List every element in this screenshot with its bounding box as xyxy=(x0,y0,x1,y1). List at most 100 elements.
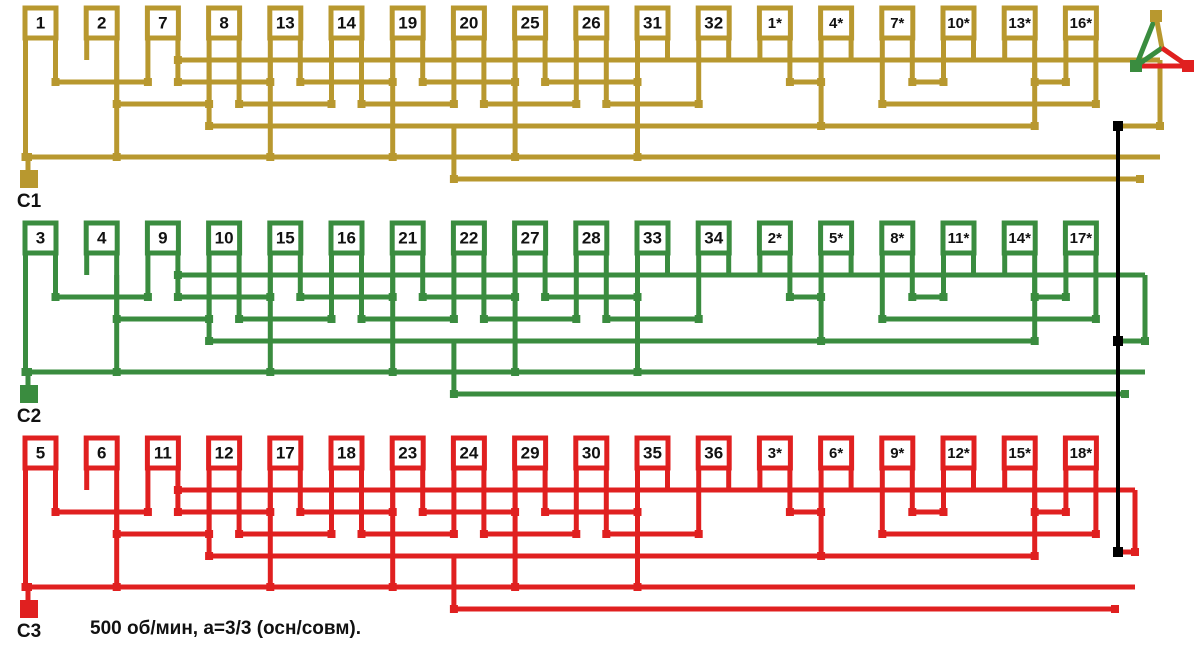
coil-17[interactable] xyxy=(267,435,304,490)
coil-21[interactable] xyxy=(389,220,426,275)
coil-10-star[interactable] xyxy=(940,5,977,60)
coil-box xyxy=(879,435,916,471)
coil-label: 12 xyxy=(215,443,234,462)
coil-label: 33 xyxy=(643,228,662,247)
coil-23[interactable] xyxy=(389,435,426,490)
coil-box xyxy=(634,5,671,41)
coil-3[interactable] xyxy=(22,220,59,275)
coil-box xyxy=(144,435,181,471)
bus-node xyxy=(112,368,121,376)
coil-7-star[interactable] xyxy=(879,5,916,60)
coil-6[interactable] xyxy=(83,435,120,490)
coil-30[interactable] xyxy=(573,435,610,490)
interconnect-node xyxy=(602,100,611,108)
coil-17-star[interactable] xyxy=(1062,220,1099,275)
interconnect-node xyxy=(878,530,887,538)
coil-7[interactable] xyxy=(144,5,181,60)
coil-16-star[interactable] xyxy=(1062,5,1099,60)
coil-8[interactable] xyxy=(206,5,243,60)
interconnect-node xyxy=(418,78,427,86)
coil-18[interactable] xyxy=(328,435,365,490)
coil-12[interactable] xyxy=(206,435,243,490)
coil-9[interactable] xyxy=(144,220,181,275)
coil-label: 28 xyxy=(582,228,601,247)
coil-box xyxy=(1062,5,1099,41)
coil-28[interactable] xyxy=(573,220,610,275)
coil-6-star[interactable] xyxy=(818,435,855,490)
coil-31[interactable] xyxy=(634,5,671,60)
coil-box xyxy=(144,5,181,41)
interconnect-node xyxy=(357,530,366,538)
interconnect-node xyxy=(143,293,152,301)
interconnect-node xyxy=(479,315,488,323)
coil-32[interactable] xyxy=(695,5,732,60)
interconnect-node xyxy=(572,315,581,323)
coil-2-star[interactable] xyxy=(756,220,793,275)
interconnect-node xyxy=(572,530,581,538)
coil-14-star[interactable] xyxy=(1001,220,1038,275)
bus-node xyxy=(266,583,275,591)
coil-box xyxy=(756,220,793,256)
coil-29[interactable] xyxy=(512,435,549,490)
coil-20[interactable] xyxy=(450,5,487,60)
bus-node xyxy=(388,153,397,161)
coil-box xyxy=(267,220,304,256)
coil-11-star[interactable] xyxy=(940,220,977,275)
coil-26[interactable] xyxy=(573,5,610,60)
coil-12-star[interactable] xyxy=(940,435,977,490)
coil-27[interactable] xyxy=(512,220,549,275)
phase-c-group xyxy=(22,435,1099,490)
coil-box xyxy=(206,5,243,41)
coil-1[interactable] xyxy=(22,5,59,60)
coil-15[interactable] xyxy=(267,220,304,275)
coil-33[interactable] xyxy=(634,220,671,275)
coil-13[interactable] xyxy=(267,5,304,60)
coil-3-star[interactable] xyxy=(756,435,793,490)
terminal-marker-C1[interactable] xyxy=(20,170,38,188)
coil-35[interactable] xyxy=(634,435,671,490)
coil-4-star[interactable] xyxy=(818,5,855,60)
interconnect-node xyxy=(296,508,305,516)
coil-10[interactable] xyxy=(206,220,243,275)
interconnect-node xyxy=(1030,337,1039,345)
coil-9-star[interactable] xyxy=(879,435,916,490)
terminal-marker-C2[interactable] xyxy=(20,385,38,403)
coil-box xyxy=(695,435,732,471)
coil-5-star[interactable] xyxy=(818,220,855,275)
coil-16[interactable] xyxy=(328,220,365,275)
coil-1-star[interactable] xyxy=(756,5,793,60)
coil-box xyxy=(22,5,59,41)
interconnect-node xyxy=(143,508,152,516)
return-node xyxy=(449,390,458,398)
coil-box xyxy=(512,5,549,41)
symbol-edge-green xyxy=(1133,15,1159,67)
coil-label: 24 xyxy=(459,443,478,462)
terminal-marker-C3[interactable] xyxy=(20,600,38,618)
coil-15-star[interactable] xyxy=(1001,435,1038,490)
rail-node xyxy=(173,486,182,494)
phase-a-group xyxy=(22,5,1099,60)
coil-box xyxy=(818,435,855,471)
coil-19[interactable] xyxy=(389,5,426,60)
coil-18-star[interactable] xyxy=(1062,435,1099,490)
interconnect-node xyxy=(51,293,60,301)
coil-4[interactable] xyxy=(83,220,120,275)
coil-34[interactable] xyxy=(695,220,732,275)
rail-node xyxy=(173,56,182,64)
coil-22[interactable] xyxy=(450,220,487,275)
coil-label: 29 xyxy=(521,443,540,462)
interconnect-node xyxy=(1061,293,1070,301)
return-node xyxy=(1111,605,1119,613)
coil-box xyxy=(512,220,549,256)
coil-25[interactable] xyxy=(512,5,549,60)
rail-node xyxy=(205,337,214,345)
coil-24[interactable] xyxy=(450,435,487,490)
coil-2[interactable] xyxy=(83,5,120,60)
coil-14[interactable] xyxy=(328,5,365,60)
interconnect-node xyxy=(541,293,550,301)
coil-13-star[interactable] xyxy=(1001,5,1038,60)
coil-8-star[interactable] xyxy=(879,220,916,275)
coil-box xyxy=(634,435,671,471)
coil-36[interactable] xyxy=(695,435,732,490)
coil-5[interactable] xyxy=(22,435,59,490)
